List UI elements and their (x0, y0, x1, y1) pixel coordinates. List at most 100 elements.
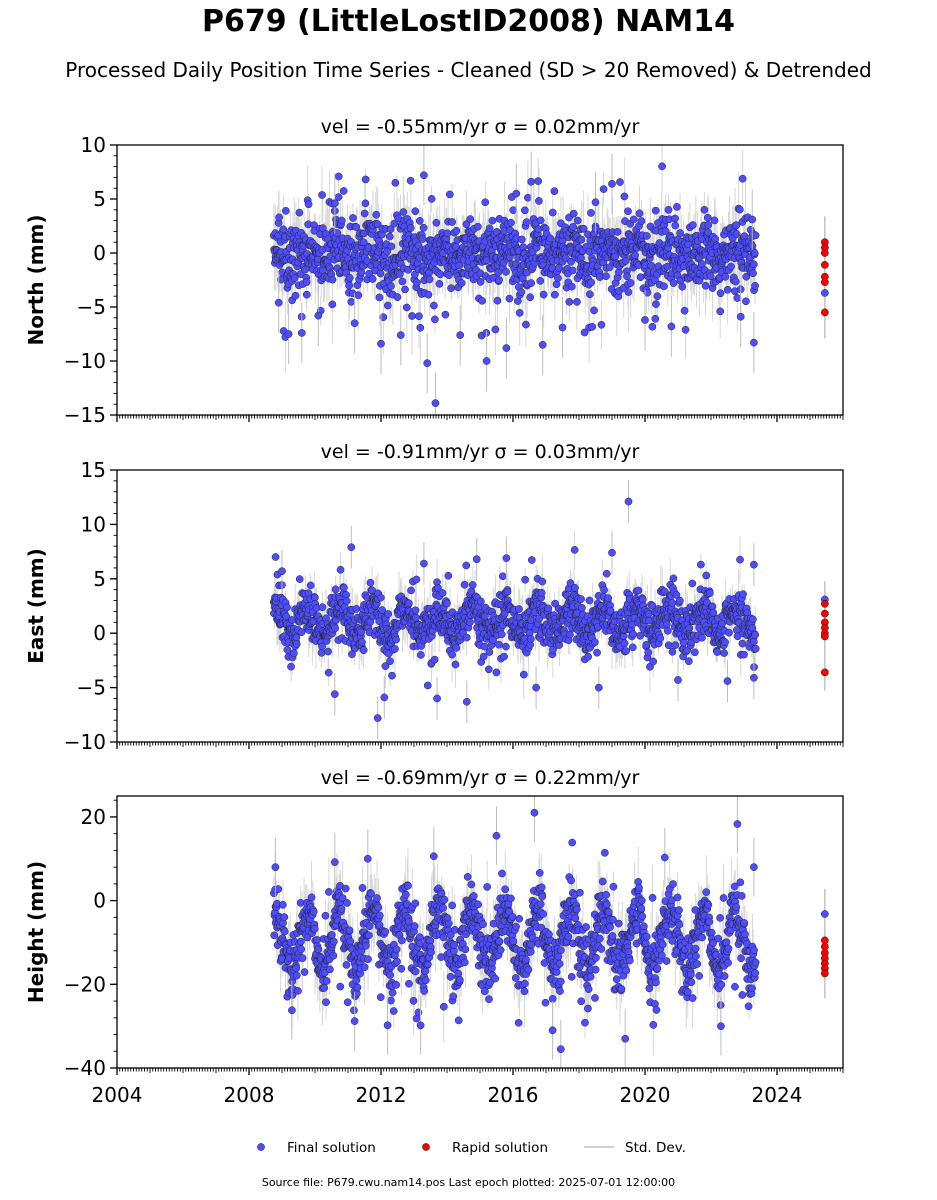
final-point (561, 254, 570, 262)
final-point (373, 714, 382, 722)
final-point (283, 603, 291, 612)
rapid-point (821, 609, 829, 618)
final-point (711, 235, 720, 243)
final-point (749, 615, 757, 624)
final-point (681, 325, 690, 334)
final-point (527, 635, 535, 643)
plot-area (269, 480, 829, 740)
final-point (386, 657, 394, 665)
final-point (358, 638, 366, 647)
y-tick-label: 10 (81, 512, 106, 536)
final-point (406, 176, 415, 185)
final-point (330, 199, 339, 208)
final-point (624, 288, 633, 296)
final-point (590, 306, 598, 315)
final-point (579, 224, 588, 233)
final-point (751, 644, 760, 653)
final-point (550, 290, 559, 299)
final-point (287, 662, 295, 671)
final-point (468, 581, 477, 589)
y-tick-label: −10 (64, 730, 106, 754)
final-point (739, 590, 747, 599)
final-point (347, 543, 356, 552)
final-point (331, 624, 339, 633)
final-point (550, 187, 559, 196)
final-point (551, 599, 559, 608)
final-point (591, 198, 600, 207)
final-point (558, 323, 567, 332)
final-point (725, 628, 733, 637)
final-point (275, 213, 283, 222)
final-point (635, 209, 644, 218)
final-point (290, 274, 299, 283)
final-point (738, 174, 747, 183)
final-point (512, 189, 521, 198)
final-point (284, 330, 293, 338)
final-point (565, 298, 574, 306)
final-point (620, 639, 629, 648)
final-point (476, 597, 485, 606)
final-point (538, 577, 547, 586)
y-tick-label: 0 (93, 621, 106, 645)
final-point (631, 251, 639, 260)
final-point (318, 191, 326, 199)
final-point (376, 269, 385, 278)
final-point (357, 628, 365, 636)
final-point (573, 298, 581, 306)
final-point (419, 223, 428, 232)
final-point (647, 261, 656, 270)
final-point (489, 636, 497, 644)
final-point (641, 316, 649, 324)
final-point (435, 280, 444, 288)
final-point (271, 553, 280, 561)
plot-area (270, 796, 829, 1068)
final-point (600, 586, 608, 594)
final-point (372, 210, 381, 219)
final-point (436, 270, 445, 279)
final-point (733, 294, 742, 302)
final-point (649, 657, 658, 666)
final-point (433, 694, 441, 703)
final-point (412, 613, 420, 622)
final-point (424, 290, 433, 299)
final-point (668, 598, 677, 607)
final-point (379, 313, 388, 322)
y-tick-label: 10 (81, 133, 106, 157)
final-point (611, 252, 620, 261)
final-point (350, 319, 359, 328)
final-point (451, 660, 460, 669)
final-point (497, 630, 506, 639)
final-point (750, 249, 759, 258)
final-point (395, 270, 404, 278)
final-point (637, 217, 646, 225)
final-point (621, 257, 630, 265)
final-point (704, 221, 713, 229)
final-point (460, 580, 469, 589)
final-point (391, 645, 399, 653)
final-point (445, 271, 453, 280)
east-panel: vel = -0.91mm/yr σ = 0.03mm/yr East (mm) 1… (24, 441, 844, 754)
final-point (703, 213, 712, 222)
final-point (283, 645, 292, 654)
final-point (457, 279, 466, 287)
final-point (404, 599, 413, 608)
final-point (664, 641, 673, 650)
final-point (274, 298, 283, 307)
final-point (503, 587, 512, 596)
final-point (736, 312, 745, 321)
final-point (390, 219, 399, 228)
final-point (679, 638, 688, 647)
final-point (702, 571, 711, 580)
final-point (537, 588, 546, 597)
final-point (304, 200, 313, 209)
final-point (295, 575, 304, 583)
final-point (669, 279, 678, 287)
final-point (554, 274, 562, 282)
final-point (671, 214, 679, 223)
final-point (295, 208, 304, 217)
final-point (648, 322, 657, 331)
final-point (731, 277, 740, 286)
final-point (462, 633, 471, 642)
final-point (585, 290, 594, 299)
final-point (377, 593, 385, 602)
